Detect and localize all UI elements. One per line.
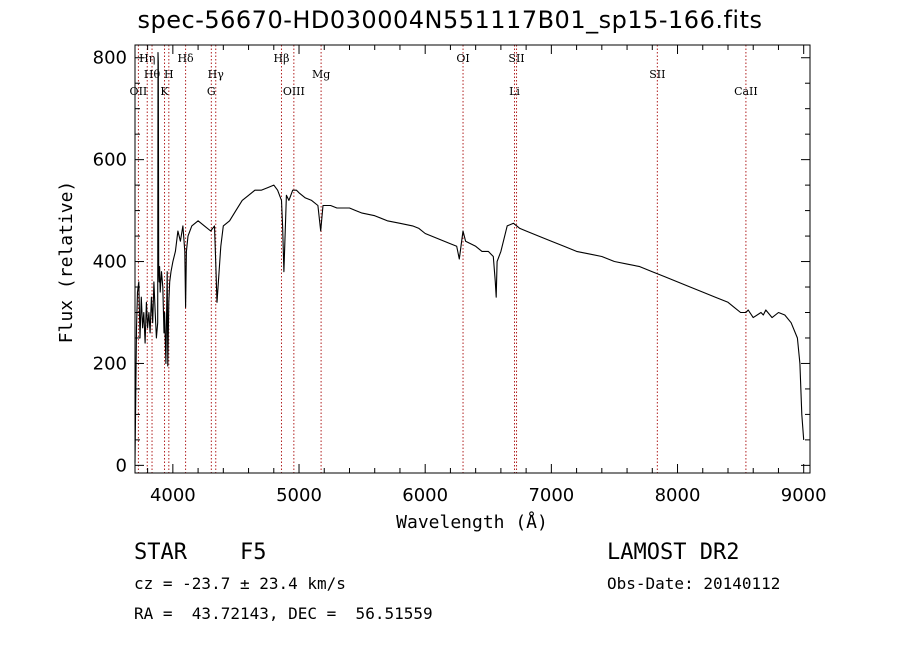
object-class: STAR F5 — [134, 540, 267, 565]
marker-label-13: SII — [508, 52, 524, 65]
y-tick-label-0: 0 — [116, 455, 127, 476]
chart-title: spec-56670-HD030004N551117B01_sp15-166.f… — [137, 6, 763, 34]
marker-label-15: CaII — [734, 85, 758, 98]
marker-label-14: SII — [649, 68, 665, 81]
spectrum-layer — [134, 52, 805, 463]
marker-label-7: Hγ — [208, 68, 225, 81]
coordinates: RA = 43.72143, DEC = 56.51559 — [134, 604, 433, 623]
marker-label-3: K — [160, 85, 169, 98]
x-tick-label-3: 7000 — [528, 485, 574, 506]
marker-label-10: Mg — [312, 68, 330, 81]
marker-label-12: Li — [509, 85, 520, 98]
marker-label-11: OI — [456, 52, 469, 65]
x-tick-label-2: 6000 — [402, 485, 448, 506]
redshift-velocity: cz = -23.7 ± 23.4 km/s — [134, 574, 346, 593]
observation-date: Obs-Date: 20140112 — [607, 574, 781, 593]
y-tick-label-4: 800 — [93, 48, 127, 69]
x-tick-label-4: 8000 — [655, 485, 701, 506]
y-tick-label-2: 400 — [93, 252, 127, 273]
plot-frame — [134, 44, 811, 474]
axes: 4000 5000 6000 7000 8000 9000 0 200 400 600 800 — [93, 45, 827, 506]
marker-label-5: Hδ — [177, 52, 194, 65]
survey-label: LAMOST DR2 — [607, 540, 740, 565]
marker-label-1: Hη — [139, 52, 155, 65]
x-axis-label: Wavelength (Å) — [396, 511, 548, 533]
x-tick-label-0: 4000 — [150, 485, 196, 506]
marker-label-2: Hθ — [144, 68, 161, 81]
x-tick-label-5: 9000 — [781, 485, 827, 506]
y-tick-label-1: 200 — [93, 353, 127, 374]
x-tick-label-1: 5000 — [276, 485, 322, 506]
marker-label-0: OII — [130, 85, 148, 98]
marker-label-8: Hβ — [274, 52, 290, 65]
y-axis-label: Flux (relative) — [56, 181, 77, 344]
marker-label-9: OIII — [283, 85, 305, 98]
spectrum-series — [134, 52, 805, 463]
y-tick-label-3: 600 — [93, 150, 127, 171]
marker-label-6: G — [207, 85, 216, 98]
marker-label-4: H — [164, 68, 174, 81]
